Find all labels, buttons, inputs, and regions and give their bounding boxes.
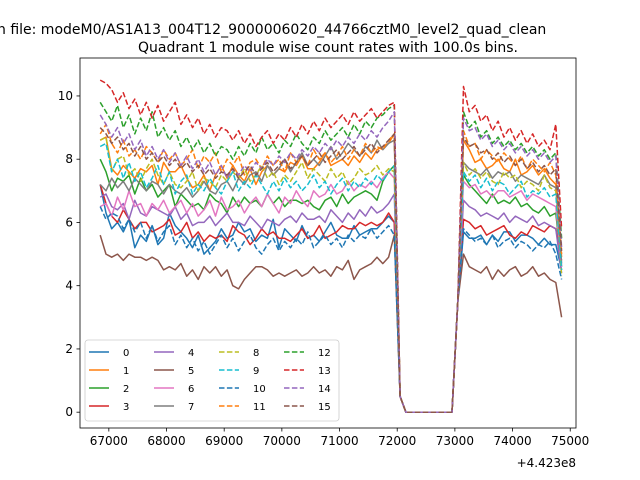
legend-box	[84, 339, 340, 422]
axes-frame	[79, 57, 577, 429]
legend-label-12: 12	[318, 348, 331, 359]
series-line-11	[99, 123, 563, 413]
y-tick-label: 8	[65, 152, 73, 166]
series-line-3	[99, 184, 563, 413]
y-tick-label: 6	[65, 215, 73, 229]
legend-label-6: 6	[188, 384, 194, 395]
x-tick-label: 75000	[551, 434, 589, 448]
series-line-15	[99, 127, 563, 413]
legend-label-2: 2	[123, 384, 129, 395]
series-line-9	[99, 142, 563, 413]
chart-title: Quadrant 1 module wise count rates with …	[138, 40, 518, 56]
x-tick-label: 74000	[493, 434, 531, 448]
legend-label-10: 10	[253, 384, 266, 395]
series-line-4	[99, 193, 563, 413]
legend-label-15: 15	[318, 402, 331, 413]
x-tick-label: 73000	[436, 434, 474, 448]
legend-label-9: 9	[253, 366, 259, 377]
x-offset-label: +4.423e8	[517, 456, 576, 470]
legend-label-8: 8	[253, 348, 259, 359]
y-tick-label: 10	[58, 89, 73, 103]
figure-suptitle: n file: modeM0/AS1A13_004T12_9000006020_…	[0, 22, 546, 38]
y-tick-label: 0	[65, 405, 73, 419]
y-axis: 0 2 4 6 8 10	[58, 89, 80, 419]
x-axis: 67000 68000 69000 70000 71000 72000 73000 74000…	[90, 428, 589, 448]
x-tick-label: 68000	[147, 434, 185, 448]
series-line-10	[99, 206, 563, 413]
legend-label-4: 4	[188, 348, 194, 359]
legend-label-13: 13	[318, 366, 331, 377]
legend-label-3: 3	[123, 402, 129, 413]
series-line-6	[99, 171, 563, 413]
series-layer	[99, 79, 563, 413]
x-tick-label: 67000	[90, 434, 128, 448]
legend-label-11: 11	[253, 402, 266, 413]
legend-label-5: 5	[188, 366, 194, 377]
series-line-14	[99, 111, 563, 413]
x-tick-label: 71000	[320, 434, 358, 448]
series-line-5	[99, 234, 563, 413]
legend-label-0: 0	[123, 348, 129, 359]
x-tick-label: 72000	[378, 434, 416, 448]
series-line-13	[99, 79, 563, 413]
series-line-1	[99, 133, 563, 413]
legend-label-7: 7	[188, 402, 194, 413]
x-tick-label: 70000	[263, 434, 301, 448]
legend-label-14: 14	[318, 384, 331, 395]
legend-label-1: 1	[123, 366, 129, 377]
y-tick-label: 2	[65, 342, 73, 356]
series-line-12	[99, 101, 563, 413]
y-tick-label: 4	[65, 279, 73, 293]
x-tick-label: 69000	[205, 434, 243, 448]
